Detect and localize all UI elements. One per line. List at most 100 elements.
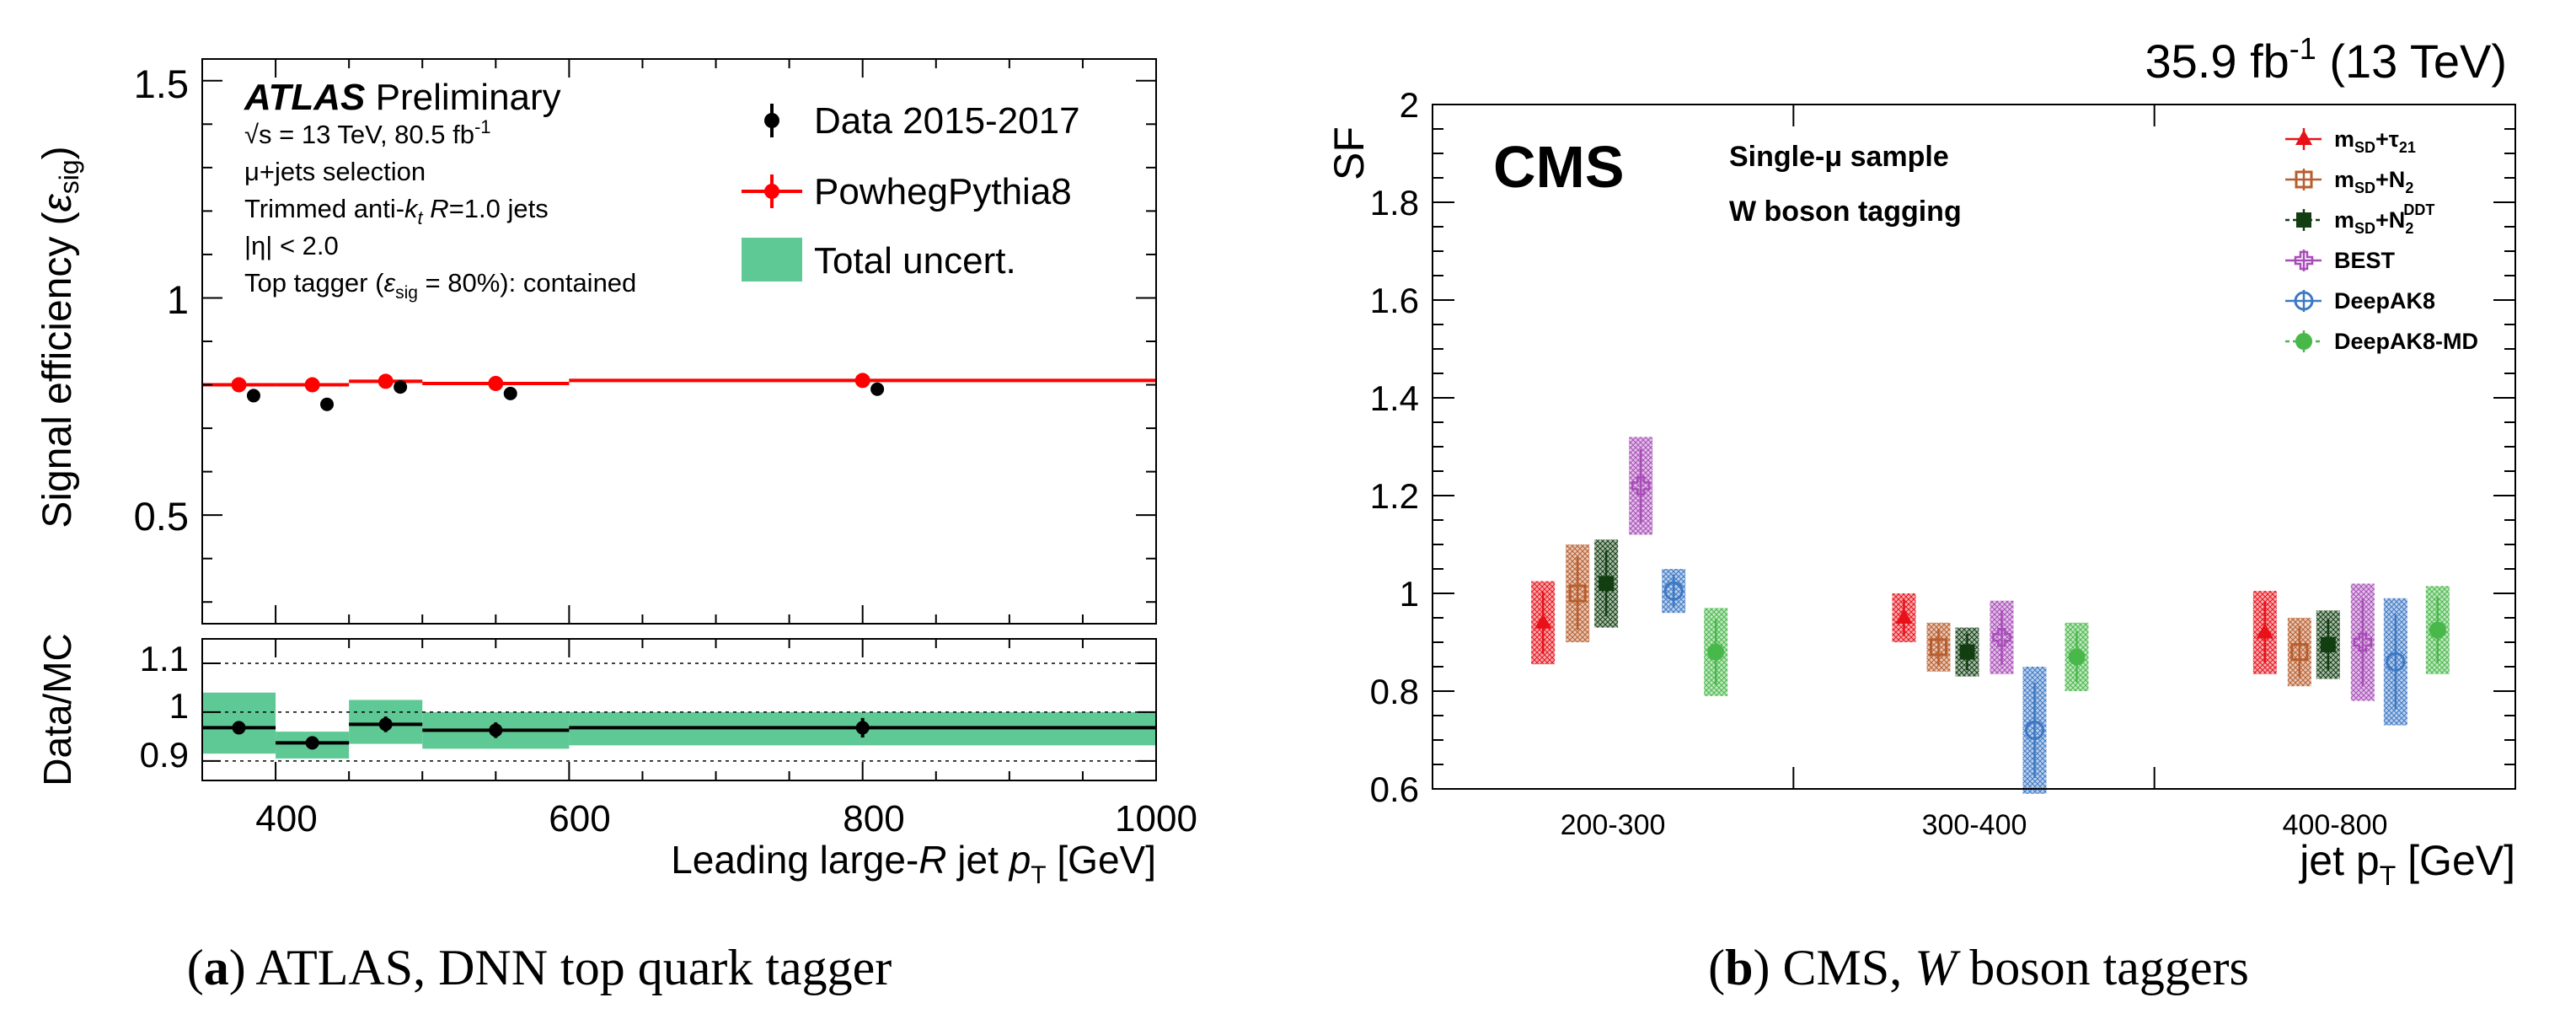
cms-xcat-label: 400-800 [2283,809,2388,841]
atlas-ratio-ytick-label: 0.9 [140,735,189,775]
sf-marker-open-circle [2386,652,2406,672]
atlas-eta-cut: |η| < 2.0 [244,231,339,260]
atlas-mc-series [202,373,1156,393]
data-point [870,382,885,396]
cms-sf-boxes [1531,437,2450,794]
atlas-ratio-frame [201,638,1157,781]
sf-marker-triangle [2295,130,2312,145]
atlas-label: ATLAS Preliminary [244,77,561,118]
sf-marker-filled-square [2296,212,2311,228]
cms-y-axis-title: SF [1325,126,1373,180]
legend-data-marker [764,113,779,128]
ratio-point [855,721,870,735]
cms-xcat-label: 300-400 [1922,809,2027,841]
sf-marker-open-cross [2353,632,2373,652]
cms-legend-label: DeepAK8-MD [2334,329,2478,354]
cms-ytick-labels: 0.6 0.8 1 1.2 1.4 1.6 1.8 2 [1370,85,1419,809]
cms-legend-label: mSD+N2 [2334,167,2413,196]
cms-ytick-label: 0.6 [1370,770,1419,809]
data-point [503,386,517,400]
sf-marker-open-square [1930,638,1947,657]
cms-ytick-label: 0.8 [1370,672,1419,711]
cms-axis-ticks [1433,104,2515,790]
mc-point [304,377,320,393]
atlas-data-series [246,380,885,411]
atlas-selection-text: μ+jets selection [244,157,426,186]
cms-ytick-label: 1 [1400,574,1419,614]
atlas-xtick-label: 800 [843,798,904,839]
atlas-ratio-series [202,716,1156,750]
cms-sample-label: Single-μ sample [1729,141,1949,173]
atlas-ytick-label: 1 [167,277,189,322]
sf-marker-open-circle [2025,720,2044,740]
atlas-ratio-axis-title: Data/MC [35,633,79,786]
sf-marker-filled-circle [2429,621,2446,639]
cms-ytick-label: 1.6 [1370,281,1419,320]
atlas-ytick-label: 1.5 [134,62,189,106]
ratio-point [378,717,393,732]
cms-legend: mSD+τ21 mSD+N2 mSD+N2DDT BEST DeepAK8 De… [2285,126,2478,354]
sf-marker-open-square [1568,584,1587,603]
ratio-point [305,736,319,750]
mc-point [378,373,394,389]
legend-unc-label: Total uncert. [814,240,1016,282]
cms-legend-label: mSD+τ21 [2334,126,2416,156]
atlas-xtick-label: 400 [255,798,317,839]
atlas-xtick-label: 600 [549,798,610,839]
cms-ytick-label: 1.8 [1370,183,1419,223]
data-point [246,389,260,403]
sf-marker-triangle [1534,613,1552,629]
data-point [394,380,408,394]
caption-b: (b) CMS, W boson taggers [1708,940,2249,995]
sf-marker-open-circle [1663,581,1684,601]
cms-tagging-label: W boson tagging [1729,196,1962,228]
ratio-point [489,723,503,737]
cms-x-axis-title: jet pT [GeV] [2298,837,2515,891]
cms-ytick-label: 1.2 [1370,476,1419,516]
cms-ytick-label: 1.4 [1370,378,1419,418]
atlas-ratio-ytick-label: 1.1 [140,639,189,678]
atlas-y-axis-title: Signal efficiency (εsig) [35,146,84,528]
mc-point [231,377,247,393]
atlas-tagger-text: Top tagger (εsig = 80%): contained [244,268,636,303]
cms-sf-points [1534,448,2446,778]
data-point [320,397,335,411]
mc-point [488,375,504,391]
sf-marker-filled-circle [2295,333,2312,350]
legend-mc-label: PowhegPythia8 [814,171,1072,212]
sf-marker-open-cross [1631,476,1651,496]
mc-point [854,373,870,389]
atlas-axis-ticks [201,59,1157,780]
cms-legend-label: mSD+N2DDT [2334,201,2434,237]
sf-marker-filled-circle [1707,643,1725,661]
atlas-energy-lumi: √s = 13 TeV, 80.5 fb-1 [244,116,491,149]
cms-legend-label: DeepAK8 [2334,288,2435,314]
atlas-jet-definition: Trimmed anti-kt R=1.0 jets [244,194,549,230]
cms-ytick-label: 2 [1400,85,1419,125]
cms-lumi-label: 35.9 fb-1 (13 TeV) [2145,31,2507,88]
sf-marker-filled-square [1599,576,1615,592]
sf-marker-open-square [2290,643,2309,662]
atlas-ratio-ytick-label: 1 [169,686,189,726]
sf-marker-open-cross [1992,627,2011,647]
atlas-ratio-uncertainty-bands [202,692,1156,759]
cms-logo-text: CMS [1493,134,1625,200]
atlas-panel: 0.5 1 1.5 0.9 1 1.1 400 600 800 1000 Sig… [35,58,1197,889]
sf-marker-triangle [2256,623,2273,639]
atlas-xtick-label: 1000 [1115,798,1197,839]
sf-marker-open-circle [2294,291,2314,311]
sf-marker-filled-square [1959,644,1975,660]
sf-marker-filled-circle [2068,648,2086,666]
sf-marker-triangle [1895,609,1913,624]
sf-marker-open-square [2295,170,2313,189]
legend-unc-swatch [742,238,802,282]
atlas-ytick-label: 0.5 [134,494,189,539]
cms-legend-label: BEST [2334,248,2396,273]
cms-panel: 0.6 0.8 1 1.2 1.4 1.6 1.8 2 200-300 300-… [1325,31,2516,891]
caption-a: (a) ATLAS, DNN top quark tagger [187,940,892,995]
atlas-legend: Data 2015-2017 PowhegPythia8 Total uncer… [742,100,1080,282]
legend-mc-marker [764,184,779,199]
sf-marker-filled-square [2320,636,2336,652]
cms-xcat-label: 200-300 [1561,809,1666,841]
